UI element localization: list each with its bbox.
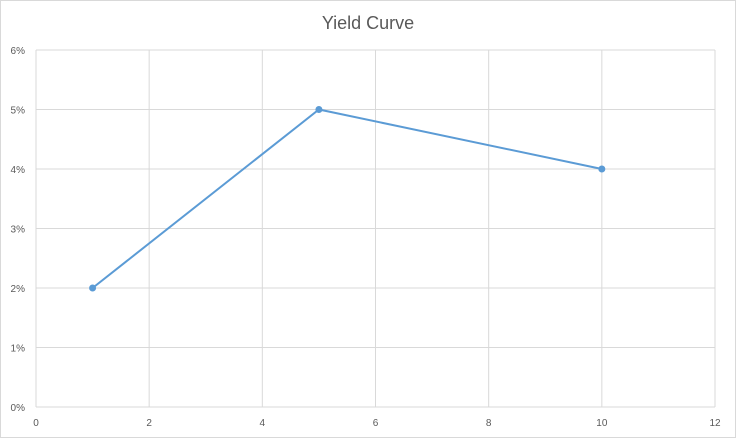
y-tick-label: 6% [11,46,26,57]
y-axis-tick-labels: 0% 1% 2% 3% 4% 5% 6% [11,46,26,414]
y-tick-label: 2% [11,284,26,295]
x-tick-label: 10 [596,418,608,429]
x-tick-label: 8 [486,418,492,429]
series-line [91,108,603,289]
x-tick-label: 4 [260,418,266,429]
x-axis-tick-labels: 0 2 4 6 8 10 12 [33,418,721,429]
y-tick-label: 3% [11,225,26,236]
x-tick-label: 6 [373,418,379,429]
data-point-marker [89,284,97,292]
y-tick-label: 1% [11,344,26,355]
grid-lines [35,49,716,408]
data-point-marker [598,165,606,173]
chart-title: Yield Curve [322,13,414,33]
y-tick-label: 4% [11,165,26,176]
series-group [89,106,606,292]
x-tick-label: 0 [33,418,39,429]
y-tick-label: 5% [11,106,26,117]
x-tick-label: 2 [146,418,152,429]
x-tick-label: 12 [709,418,721,429]
y-tick-label: 0% [11,403,26,414]
data-point-marker [315,106,323,113]
